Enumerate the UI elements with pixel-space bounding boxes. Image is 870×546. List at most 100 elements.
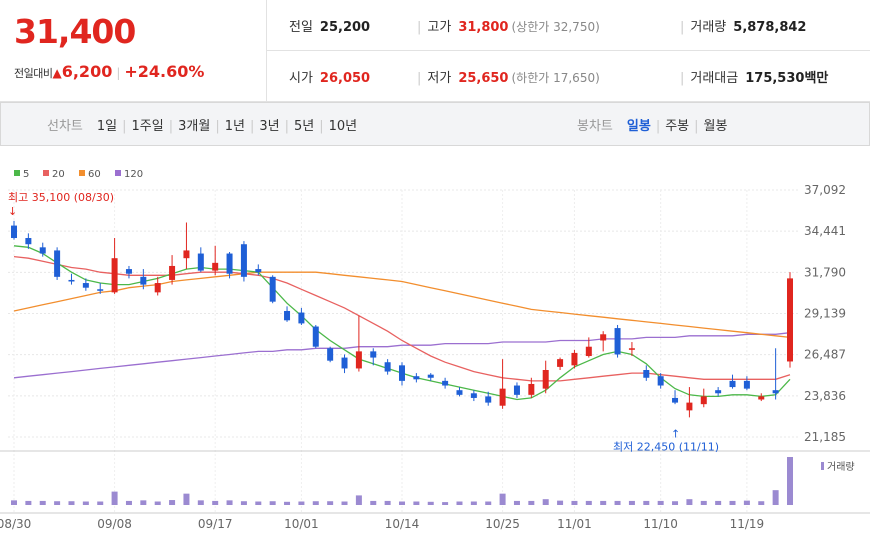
legend-swatch-2 <box>79 170 85 176</box>
volume-bar <box>513 500 520 505</box>
candle-body <box>614 328 621 355</box>
legend-swatch-0 <box>14 170 20 176</box>
current-price: 31,400 <box>14 12 136 51</box>
candle-body <box>513 385 520 395</box>
trade-value-label: 거래대금 <box>690 71 739 86</box>
volume-bar <box>470 501 477 505</box>
candle-body <box>485 396 492 403</box>
volume-bar <box>557 500 564 505</box>
volume-bar <box>341 501 348 505</box>
tab-daily[interactable]: 일봉 <box>626 119 651 134</box>
tab-1d[interactable]: 1일 <box>96 119 118 134</box>
line-chart-title: 선차트 <box>47 119 83 134</box>
high-stat: | 고가 31,800 (상한가 32,750) <box>417 16 600 35</box>
candle-body <box>140 276 147 285</box>
candle-body <box>111 258 118 293</box>
candle-body <box>125 269 132 274</box>
candle-body <box>628 348 635 350</box>
candle-body <box>255 269 262 273</box>
stats-row-2: 시가 26,050 | 저가 25,650 (하한가 17,650) | 거래대금 175,… <box>267 51 870 101</box>
volume-bar <box>54 501 61 505</box>
candle-body <box>571 352 578 366</box>
down-arrow-icon: ↓ <box>8 205 17 218</box>
candle-body <box>399 365 405 381</box>
volume-bar <box>542 499 549 505</box>
y-tick-label: 34,441 <box>804 224 846 238</box>
candle-body <box>772 390 779 394</box>
x-tick-label: 10/01 <box>284 517 319 531</box>
upper-limit: (상한가 32,750) <box>511 20 600 34</box>
tab-3m[interactable]: 3개월 <box>178 119 211 134</box>
y-tick-label: 23,836 <box>804 389 846 403</box>
candle-body <box>585 346 592 357</box>
y-tick-label: 31,790 <box>804 265 846 279</box>
tab-weekly[interactable]: 주봉 <box>665 119 690 134</box>
volume-bar <box>39 500 46 505</box>
volume-bar <box>25 500 32 505</box>
tab-3y[interactable]: 3년 <box>259 119 280 134</box>
x-tick-label: 10/14 <box>385 517 420 531</box>
x-tick-label: 11/10 <box>643 517 678 531</box>
volume-bar <box>125 500 132 505</box>
volume-bar <box>600 500 607 505</box>
lower-limit: (하한가 17,650) <box>511 71 600 85</box>
volume-bar <box>298 501 305 505</box>
volume-bar <box>456 501 463 505</box>
volume-bar <box>197 500 204 505</box>
tab-1w[interactable]: 1주일 <box>131 119 164 134</box>
divider: | <box>116 66 121 80</box>
y-tick-label: 37,092 <box>804 183 846 197</box>
x-tick-label: 08/30 <box>0 517 31 531</box>
volume-bar <box>715 500 722 505</box>
legend-swatch-1 <box>43 170 49 176</box>
open-label: 시가 <box>289 71 313 86</box>
legend-label-0: 5 <box>23 169 29 180</box>
tab-10y[interactable]: 10년 <box>328 119 358 134</box>
volume-bar <box>212 500 219 505</box>
change-percent: +24.60% <box>124 62 205 81</box>
high-label: 고가 <box>427 20 452 35</box>
volume-bar <box>269 501 276 505</box>
low-stat: | 저가 25,650 (하한가 17,650) <box>417 67 600 86</box>
divider: | <box>680 71 685 86</box>
candle-body <box>427 374 434 378</box>
legend-label-3: 120 <box>124 169 143 180</box>
price-change: 전일대비▲6,200 | +24.60% <box>14 62 204 81</box>
candle-body <box>413 376 420 380</box>
divider: | <box>417 20 422 35</box>
x-tick-label: 09/17 <box>198 517 233 531</box>
volume-bar <box>11 500 17 505</box>
candle-body <box>743 380 750 389</box>
volume-bar <box>140 500 147 505</box>
candle-body <box>672 397 679 403</box>
volume-bar <box>384 500 391 505</box>
candle-body <box>341 357 348 369</box>
volume-bar <box>485 501 492 505</box>
candle-body <box>154 283 161 293</box>
volume-bar <box>68 501 75 505</box>
volume-bar <box>284 501 291 505</box>
volume-stat: | 거래량 5,878,842 <box>680 16 806 35</box>
volume-bar <box>370 500 377 505</box>
x-tick-label: 11/19 <box>730 517 765 531</box>
tab-5y[interactable]: 5년 <box>293 119 315 134</box>
volume-bar <box>355 495 362 505</box>
trade-value-stat: | 거래대금 175,530백만 <box>680 67 828 86</box>
candle-body <box>312 326 319 347</box>
volume-bar <box>700 500 707 505</box>
candle-body <box>758 396 765 400</box>
y-tick-label: 26,487 <box>804 348 846 362</box>
volume-bar <box>729 500 736 505</box>
tab-monthly[interactable]: 월봉 <box>703 119 728 134</box>
candle-body <box>226 253 233 274</box>
candle-body <box>657 376 664 386</box>
tab-1y[interactable]: 1년 <box>224 119 245 134</box>
volume-bar <box>585 500 592 505</box>
volume-legend-swatch <box>821 462 824 470</box>
volume-bar <box>528 500 535 505</box>
volume-bar <box>628 500 635 505</box>
candle-body <box>715 390 722 394</box>
volume-bar <box>571 500 578 505</box>
candle-body <box>384 362 391 372</box>
candle-body <box>470 393 477 398</box>
